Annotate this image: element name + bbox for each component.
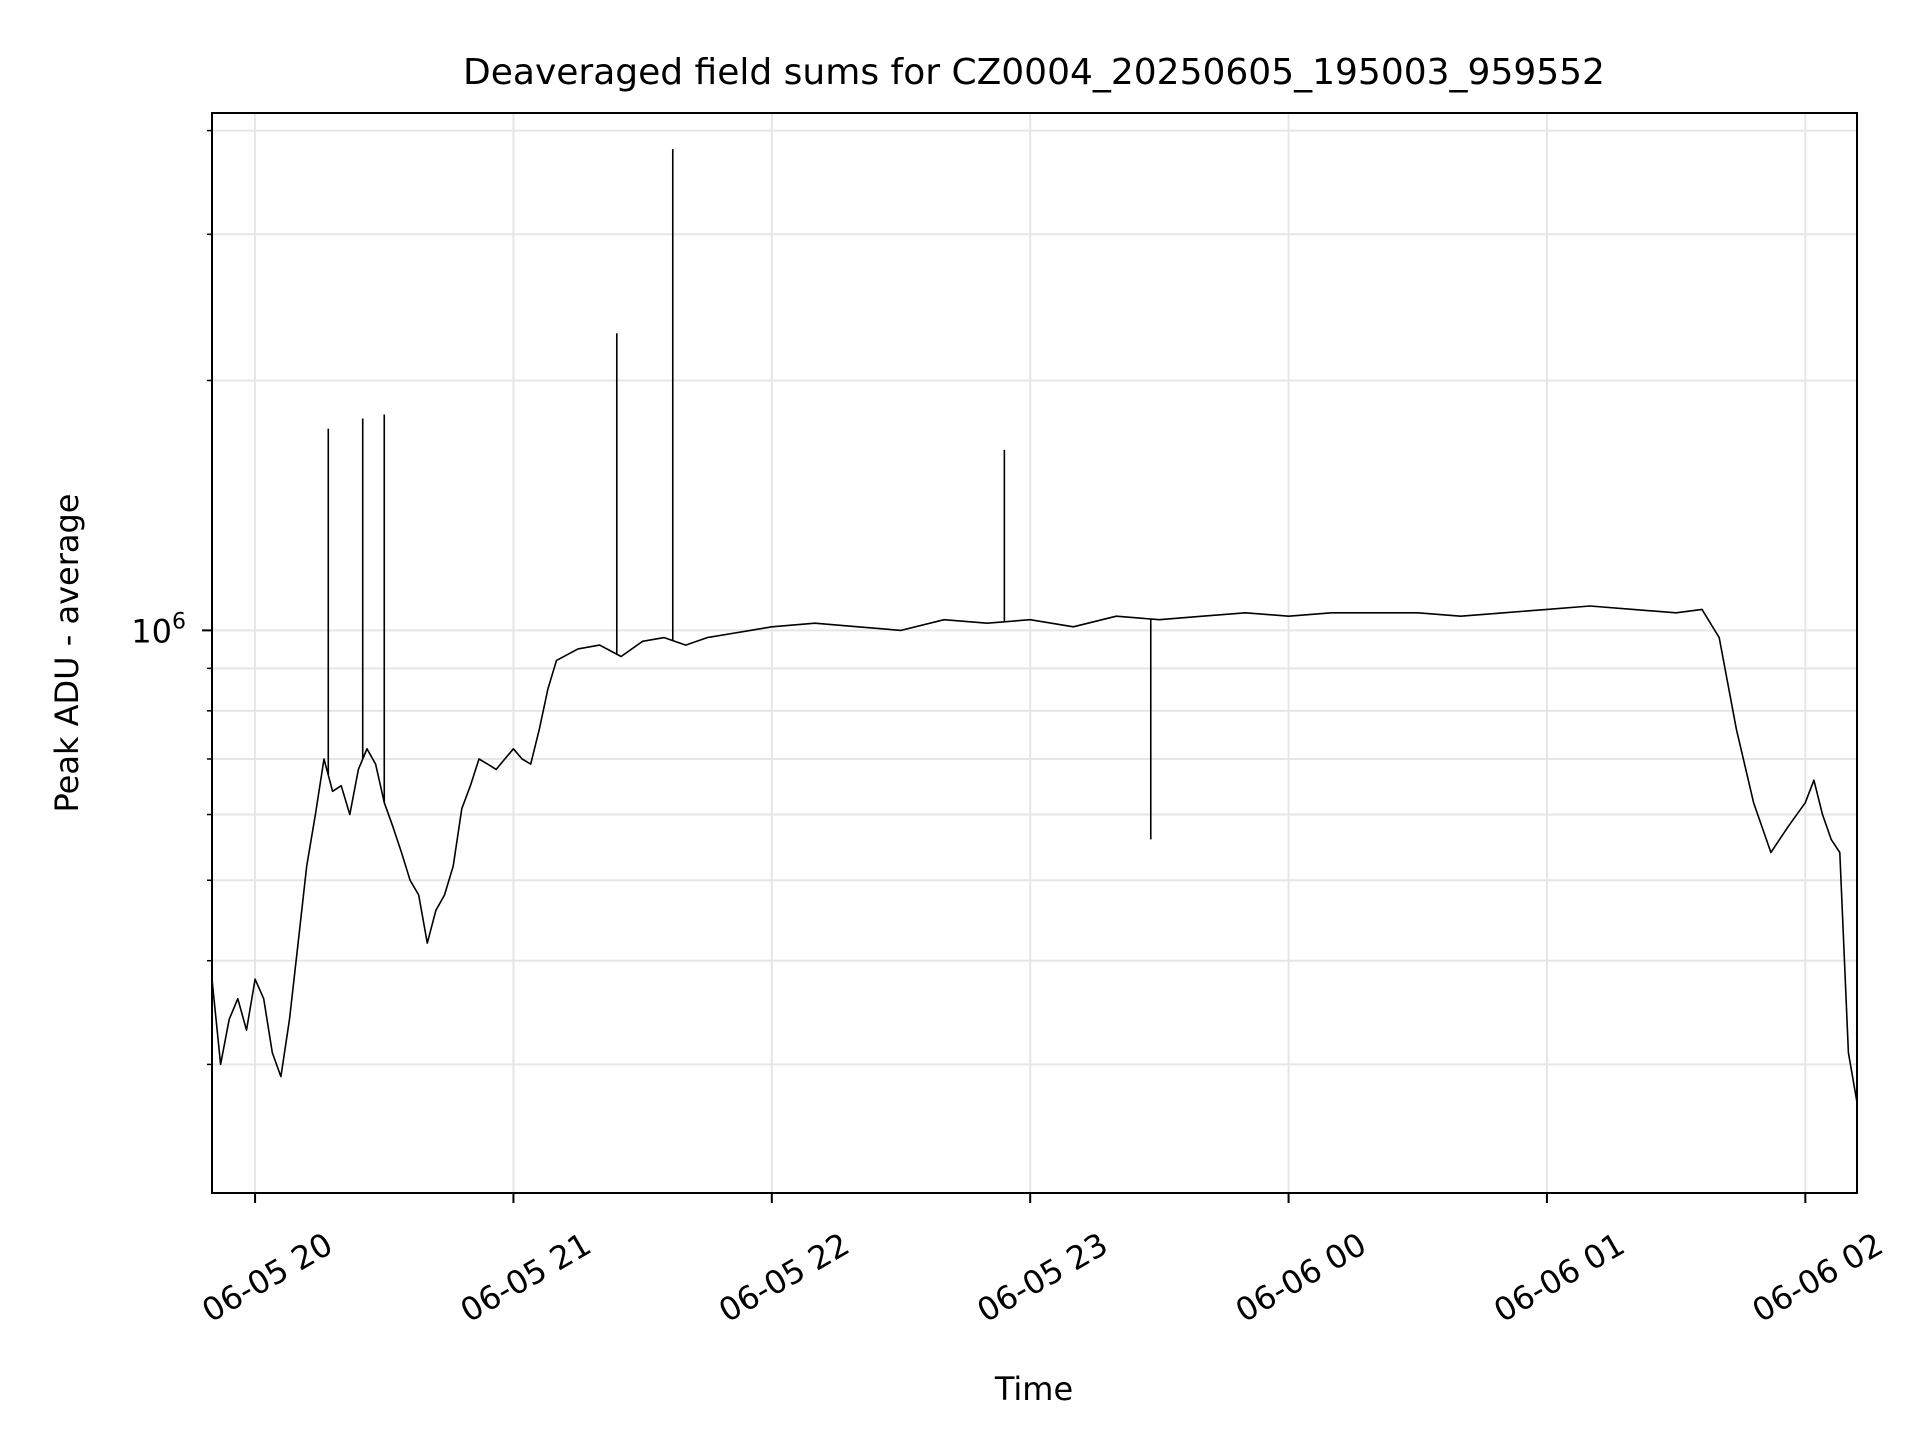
x-axis-label: Time xyxy=(994,1370,1073,1408)
grid xyxy=(212,113,1857,1193)
chart-title: Deaveraged field sums for CZ0004_2025060… xyxy=(463,52,1605,93)
y-tick-label: 106 xyxy=(131,609,186,650)
y-tick-label-exponent: 6 xyxy=(172,609,186,634)
plot-frame xyxy=(211,112,1858,1194)
y-tick-label-base: 10 xyxy=(131,612,172,650)
y-axis: 106 xyxy=(131,129,212,1066)
y-axis-label: Peak ADU - average xyxy=(48,494,86,813)
plot-area xyxy=(211,149,1858,1103)
series-line xyxy=(211,605,1858,1103)
